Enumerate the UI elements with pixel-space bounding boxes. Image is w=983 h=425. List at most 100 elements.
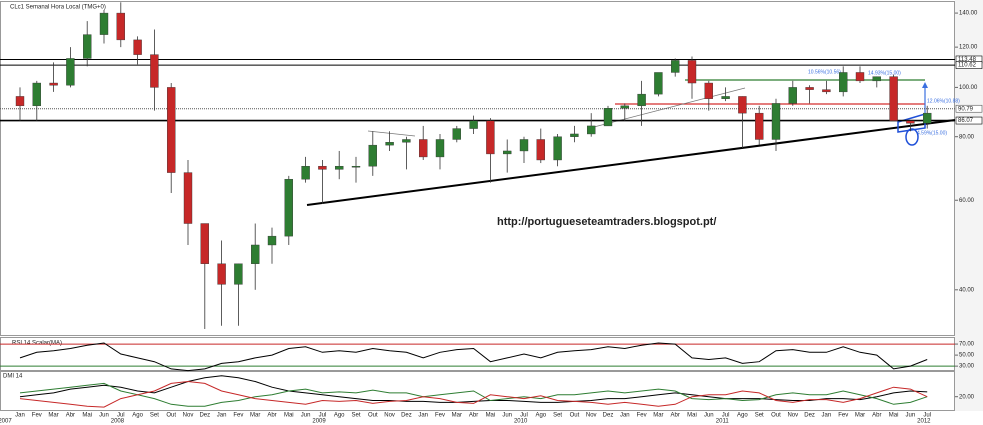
x-tick-label: Fev (637, 413, 647, 419)
candle-body (82, 34, 92, 59)
candle-body (906, 120, 915, 124)
level-box (955, 116, 983, 125)
y-tick-label: 20.00 (959, 394, 975, 400)
candle-body (469, 120, 478, 129)
candle-body (116, 12, 126, 41)
x-tick-label: Jul (923, 413, 931, 419)
x-tick-label: Set (755, 413, 764, 419)
candle-body (385, 142, 394, 146)
candle-body (771, 103, 781, 140)
candle-body (536, 139, 545, 161)
x-tick-label: Ago (737, 413, 748, 419)
candle-body (435, 139, 445, 158)
candle-body (519, 139, 529, 152)
year-label: 2008 (111, 419, 125, 425)
x-tick-label: Mar (452, 413, 462, 419)
candle-body (721, 96, 730, 99)
x-tick-label: Ago (535, 413, 546, 419)
year-label: 2012 (917, 419, 931, 425)
source-url: http://portugueseteamtraders.blogspot.pt… (497, 216, 716, 228)
candle-body (217, 263, 226, 285)
fib-label: 4.59%(15.00) (917, 130, 947, 136)
x-tick-label: Jun (301, 413, 311, 419)
x-tick-label: Set (351, 413, 360, 419)
x-tick-label: Nov (787, 413, 798, 419)
x-tick-label: Ago (132, 413, 143, 419)
y-tick-label: 40.00 (959, 287, 975, 293)
channel-line (367, 130, 416, 137)
candle-body (755, 112, 764, 140)
candle-body (671, 60, 680, 73)
candle-body (855, 72, 865, 82)
highlight-circle (905, 128, 919, 146)
x-tick-label: Jul (722, 413, 730, 419)
x-tick-label: Jan (620, 413, 630, 419)
y-tick-label: 60.00 (959, 198, 975, 204)
candle-body (839, 72, 848, 93)
candle-body (49, 82, 58, 86)
candle-body (738, 96, 747, 114)
x-tick-label: Dez (199, 413, 210, 419)
x-tick-label: Abr (469, 413, 478, 419)
x-tick-label: Mai (82, 413, 92, 419)
x-tick-label: Jun (704, 413, 714, 419)
fib-label: 12.06%(10.88) (927, 98, 960, 104)
candle-body (250, 244, 260, 264)
wedge (897, 112, 926, 133)
x-tick-label: Abr (66, 413, 75, 419)
level-box (955, 104, 983, 113)
candle-body (335, 165, 344, 170)
candle-body (32, 82, 41, 107)
candle-body (166, 87, 176, 173)
x-tick-label: Jan (418, 413, 428, 419)
candle-body (234, 263, 243, 285)
year-label: 2010 (514, 419, 528, 425)
target-arrow-head (922, 82, 928, 88)
candle-body (704, 82, 713, 99)
candle-body (452, 128, 461, 140)
candle-body (99, 12, 109, 35)
x-tick-label: Nov (183, 413, 194, 419)
x-tick-label: Abr (671, 413, 680, 419)
x-tick-label: Mai (889, 413, 899, 419)
x-tick-label: Nov (586, 413, 597, 419)
candle-body (66, 58, 75, 86)
x-tick-label: Dez (603, 413, 614, 419)
candle-body (133, 39, 142, 55)
x-tick-label: Jul (117, 413, 125, 419)
x-tick-label: Abr (872, 413, 881, 419)
candle-body (553, 136, 562, 161)
candle-body (654, 72, 663, 95)
x-tick-label: Jan (217, 413, 227, 419)
x-tick-label: Mai (687, 413, 697, 419)
candle-body (318, 165, 327, 170)
candle-body (872, 76, 881, 82)
y-tick-label: 50.00 (959, 353, 975, 359)
indicator-line (19, 382, 928, 407)
indicator-line (19, 375, 928, 403)
x-tick-label: Fev (233, 413, 243, 419)
x-tick-label: Mai (486, 413, 496, 419)
y-tick-label: 140.00 (959, 11, 978, 17)
year-label: 2009 (312, 419, 326, 425)
candle-body (284, 178, 293, 237)
year-label: 2007 (0, 419, 12, 425)
candle-body (805, 87, 814, 90)
x-tick-label: Mai (284, 413, 294, 419)
candle-body (637, 93, 646, 107)
x-tick-label: Out (368, 413, 378, 419)
x-tick-label: Fev (838, 413, 848, 419)
x-tick-label: Jun (502, 413, 512, 419)
x-tick-label: Fev (435, 413, 445, 419)
candle-body (788, 87, 797, 104)
x-tick-label: Jan (15, 413, 25, 419)
x-tick-label: Set (150, 413, 159, 419)
rsi-panel (0, 337, 955, 371)
x-tick-label: Mar (653, 413, 663, 419)
x-tick-label: Dez (401, 413, 412, 419)
level-label: 86.07 (958, 118, 974, 124)
candle-body (351, 165, 361, 168)
candle-body (419, 139, 428, 158)
